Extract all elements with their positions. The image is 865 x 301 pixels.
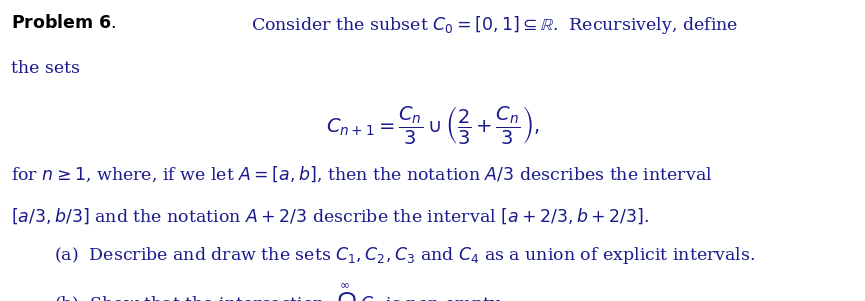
Text: $C_{n+1} = \dfrac{C_n}{3} \cup \left( \dfrac{2}{3} + \dfrac{C_n}{3} \right),$: $C_{n+1} = \dfrac{C_n}{3} \cup \left( \d… xyxy=(325,104,540,146)
Text: $\mathbf{Problem\ 6}$.: $\mathbf{Problem\ 6}$. xyxy=(11,14,117,32)
Text: for $n \geq 1$, where, if we let $A = [a, b]$, then the notation $A/3$ describes: for $n \geq 1$, where, if we let $A = [a… xyxy=(11,164,713,184)
Text: the sets: the sets xyxy=(11,60,80,77)
Text: Consider the subset $C_0 = [0, 1] \subseteq \mathbb{R}$.  Recursively, define: Consider the subset $C_0 = [0, 1] \subse… xyxy=(251,14,738,36)
Text: (b)  Show that the intersection $\bigcap_{n=1}^{\infty} C_n$ is non-empty.: (b) Show that the intersection $\bigcap_… xyxy=(54,281,505,301)
Text: $[a/3, b/3]$ and the notation $A + 2/3$ describe the interval $[a + 2/3, b + 2/3: $[a/3, b/3]$ and the notation $A + 2/3$ … xyxy=(11,206,650,226)
Text: (a)  Describe and draw the sets $C_1, C_2, C_3$ and $C_4$ as a union of explicit: (a) Describe and draw the sets $C_1, C_2… xyxy=(54,245,755,266)
